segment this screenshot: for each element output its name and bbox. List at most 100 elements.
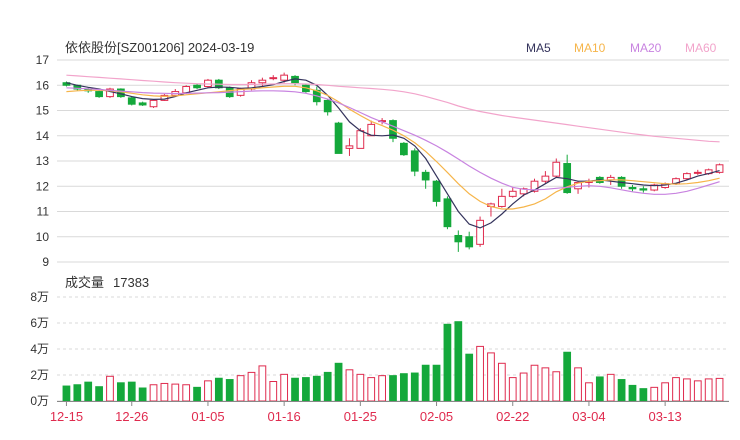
ma-line-ma60 [66,74,720,143]
volume-y-axis: 8万 6万 4万 2万 0万 [30,290,49,408]
volume-bar [378,375,386,402]
candle-body [323,99,332,113]
moving-average-lines [66,74,720,229]
candle [639,186,648,193]
candle [432,179,441,207]
volume-bar [508,377,517,402]
volume-bar [312,375,321,402]
volume-bar [454,321,463,402]
candle [650,183,659,192]
price-tick-label: 14 [36,129,50,143]
candle [552,158,561,178]
ma-line-ma5 [66,78,720,229]
volume-bar [171,383,180,402]
candle [400,142,408,156]
candle-body [258,79,267,84]
volume-bar [389,375,397,402]
volume-bar [138,387,147,402]
volume-bar [519,372,528,402]
candle [323,99,332,116]
price-tick-label: 13 [36,154,50,168]
date-tick-label: 02-05 [420,409,453,424]
price-y-axis: 17 16 15 14 13 12 11 10 9 [36,53,50,269]
volume-bar [323,371,332,402]
volume-bar [432,364,441,402]
volume-bar [639,388,648,402]
ma-line-ma10 [66,85,720,210]
date-tick-label: 01-16 [268,409,301,424]
legend-ma5: MA5 [526,41,551,55]
date-axis: 12-15 12-26 01-05 01-16 01-25 02-05 02-22 03-04… [50,401,729,424]
volume-value: 17383 [113,275,149,290]
candle [334,121,343,154]
volume-bar [214,377,223,402]
volume-bar [149,384,158,402]
volume-bar [497,362,506,402]
candle-body [193,84,201,89]
volume-bar [334,362,343,402]
volume-bar [247,371,256,402]
volume-bar [715,377,724,402]
candle-body [334,122,343,154]
volume-bar [410,372,419,402]
candle-body [389,120,397,139]
price-grid [57,59,729,263]
legend-ma20: MA20 [630,41,662,55]
candle-body [639,188,648,191]
volume-bar [476,345,484,402]
candle [497,188,506,208]
volume-bar [585,382,593,402]
volume-tick-label: 8万 [30,290,49,304]
candle-body [356,130,365,149]
candle-body [345,145,354,149]
volume-bar [574,367,582,402]
candle-body [280,74,289,81]
volume-bar [595,376,604,402]
volume-bar [487,352,495,402]
candle-body [715,164,724,173]
volume-bar [62,385,71,402]
price-tick-label: 10 [36,230,50,244]
volume-bar [628,384,637,402]
date-tick-label: 03-04 [572,409,605,424]
volume-bar [443,323,452,402]
volume-bar [160,382,169,402]
candle-body [138,102,147,106]
candle-body [508,190,517,197]
volume-tick-label: 2万 [30,368,49,382]
volume-bar [182,384,191,402]
candle [149,99,158,108]
volume-bar [95,386,103,402]
legend-ma10: MA10 [574,41,606,55]
price-tick-label: 15 [36,104,50,118]
volume-bar [127,381,136,402]
candle [258,77,267,87]
candle [138,101,147,106]
volume-label: 成交量 [65,275,104,290]
volume-bar [225,379,234,402]
volume-bar [563,351,572,402]
candle [508,187,517,198]
candle [443,196,452,230]
date-tick-label: 03-13 [649,409,682,424]
candle [421,169,430,189]
candle-body [410,150,419,172]
candle-body [443,198,452,228]
candle-body [465,236,474,248]
volume-bar [650,386,659,402]
price-tick-label: 16 [36,78,50,92]
price-tick-label: 12 [36,179,50,193]
volume-bar [116,382,125,402]
volume-bar [661,382,670,402]
volume-bar [606,373,615,402]
volume-bar [400,373,408,402]
volume-bar [356,373,365,402]
candle-body [95,91,103,98]
volume-bar [269,381,278,402]
volume-bar [672,377,680,402]
volume-bar [530,364,539,402]
candle-body [400,142,408,156]
candle [193,83,201,90]
volume-bar [280,373,289,402]
candle [465,231,474,250]
